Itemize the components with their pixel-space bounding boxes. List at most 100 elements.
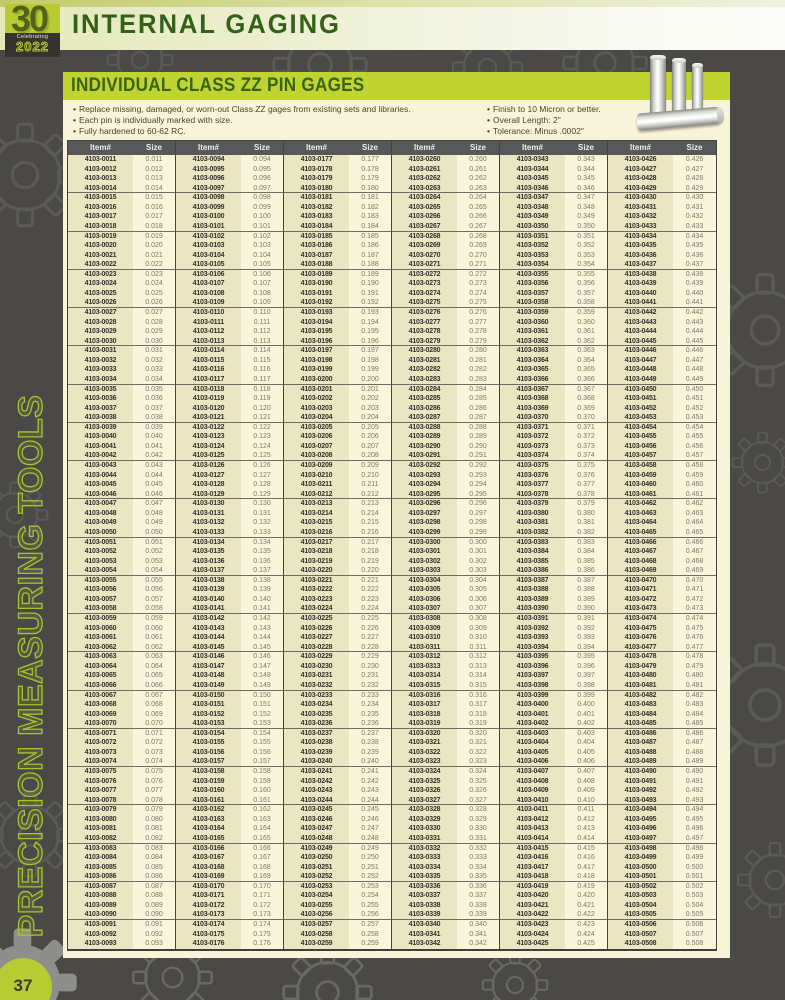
size-cell: 0.405 bbox=[565, 747, 608, 758]
size-cell: 0.107 bbox=[241, 279, 284, 289]
item-cell: 4103-0107 bbox=[176, 279, 241, 289]
item-cell: 4103-0404 bbox=[500, 738, 565, 748]
item-cell: 4103-0496 bbox=[608, 824, 673, 834]
item-cell: 4103-0467 bbox=[608, 547, 673, 557]
size-cell: 0.095 bbox=[241, 164, 284, 175]
size-cell: 0.490 bbox=[673, 767, 716, 777]
size-cell: 0.099 bbox=[241, 202, 284, 213]
size-cell: 0.077 bbox=[133, 786, 176, 796]
size-cell: 0.326 bbox=[457, 786, 500, 796]
item-cell: 4103-0244 bbox=[284, 795, 349, 806]
item-cell: 4103-0452 bbox=[608, 403, 673, 414]
item-cell: 4103-0263 bbox=[392, 183, 457, 194]
size-cell: 0.452 bbox=[673, 403, 716, 414]
section-title: INDIVIDUAL CLASS ZZ PIN GAGES bbox=[71, 75, 365, 96]
size-cell: 0.177 bbox=[349, 155, 392, 165]
size-cell: 0.045 bbox=[133, 480, 176, 490]
size-cell: 0.296 bbox=[457, 499, 500, 509]
item-cell: 4103-0473 bbox=[608, 604, 673, 614]
size-cell: 0.161 bbox=[241, 795, 284, 806]
size-cell: 0.313 bbox=[457, 661, 500, 672]
size-cell: 0.315 bbox=[457, 680, 500, 691]
page-title: INTERNAL GAGING bbox=[72, 9, 341, 39]
item-cell: 4103-0063 bbox=[68, 652, 133, 662]
size-cell: 0.239 bbox=[349, 747, 392, 758]
item-cell: 4103-0145 bbox=[176, 642, 241, 653]
size-cell: 0.335 bbox=[457, 872, 500, 882]
item-cell: 4103-0113 bbox=[176, 336, 241, 347]
item-cell: 4103-0148 bbox=[176, 671, 241, 681]
size-cell: 0.327 bbox=[457, 795, 500, 806]
size-cell: 0.148 bbox=[241, 671, 284, 681]
column-header-size: Size bbox=[241, 141, 284, 155]
size-cell: 0.160 bbox=[241, 786, 284, 796]
size-cell: 0.383 bbox=[565, 537, 608, 548]
item-cell: 4103-0293 bbox=[392, 470, 457, 481]
size-cell: 0.169 bbox=[241, 872, 284, 882]
item-cell: 4103-0228 bbox=[284, 642, 349, 653]
size-cell: 0.372 bbox=[565, 432, 608, 442]
size-cell: 0.097 bbox=[241, 183, 284, 194]
size-cell: 0.062 bbox=[133, 642, 176, 653]
size-cell: 0.026 bbox=[133, 298, 176, 308]
size-cell: 0.181 bbox=[349, 193, 392, 203]
size-cell: 0.218 bbox=[349, 547, 392, 557]
item-cell: 4103-0375 bbox=[500, 461, 565, 471]
item-cell: 4103-0420 bbox=[500, 891, 565, 901]
item-cell: 4103-0023 bbox=[68, 269, 133, 280]
size-cell: 0.493 bbox=[673, 795, 716, 806]
size-cell: 0.354 bbox=[565, 260, 608, 270]
size-cell: 0.063 bbox=[133, 652, 176, 662]
item-cell: 4103-0034 bbox=[68, 374, 133, 385]
item-cell: 4103-0468 bbox=[608, 556, 673, 567]
item-cell: 4103-0433 bbox=[608, 221, 673, 232]
size-cell: 0.113 bbox=[241, 336, 284, 347]
size-cell: 0.294 bbox=[457, 480, 500, 490]
column-header-size: Size bbox=[349, 141, 392, 155]
pin-gage-table: Item# Size Item# Size Item# Size Item# Size Item… bbox=[67, 140, 717, 951]
size-cell: 0.375 bbox=[565, 461, 608, 471]
size-cell: 0.217 bbox=[349, 537, 392, 548]
item-cell: 4103-0259 bbox=[284, 939, 349, 949]
size-cell: 0.444 bbox=[673, 327, 716, 337]
size-cell: 0.361 bbox=[565, 327, 608, 337]
size-cell: 0.188 bbox=[349, 260, 392, 270]
size-cell: 0.255 bbox=[349, 900, 392, 911]
size-cell: 0.434 bbox=[673, 231, 716, 242]
size-cell: 0.484 bbox=[673, 709, 716, 720]
page-number: 37 bbox=[13, 976, 33, 995]
size-cell: 0.263 bbox=[457, 183, 500, 194]
item-cell: 4103-0382 bbox=[500, 527, 565, 538]
item-cell: 4103-0249 bbox=[284, 843, 349, 854]
size-cell: 0.483 bbox=[673, 700, 716, 710]
size-cell: 0.428 bbox=[673, 174, 716, 184]
size-cell: 0.020 bbox=[133, 241, 176, 251]
size-cell: 0.178 bbox=[349, 164, 392, 175]
item-cell: 4103-0089 bbox=[68, 900, 133, 911]
item-cell: 4103-0076 bbox=[68, 776, 133, 787]
size-cell: 0.172 bbox=[241, 900, 284, 911]
item-cell: 4103-0235 bbox=[284, 709, 349, 720]
item-cell: 4103-0415 bbox=[500, 843, 565, 854]
size-cell: 0.238 bbox=[349, 738, 392, 748]
size-cell: 0.446 bbox=[673, 346, 716, 356]
size-cell: 0.382 bbox=[565, 527, 608, 538]
item-cell: 4103-0397 bbox=[500, 671, 565, 681]
item-cell: 4103-0075 bbox=[68, 767, 133, 777]
item-cell: 4103-0414 bbox=[500, 833, 565, 844]
size-cell: 0.500 bbox=[673, 862, 716, 873]
size-cell: 0.231 bbox=[349, 671, 392, 681]
size-cell: 0.068 bbox=[133, 700, 176, 710]
item-cell: 4103-0221 bbox=[284, 575, 349, 586]
item-cell: 4103-0162 bbox=[176, 805, 241, 815]
item-cell: 4103-0448 bbox=[608, 365, 673, 375]
size-cell: 0.241 bbox=[349, 767, 392, 777]
size-cell: 0.499 bbox=[673, 853, 716, 863]
size-cell: 0.396 bbox=[565, 661, 608, 672]
size-cell: 0.293 bbox=[457, 470, 500, 481]
item-cell: 4103-0388 bbox=[500, 585, 565, 595]
size-cell: 0.210 bbox=[349, 470, 392, 481]
size-cell: 0.309 bbox=[457, 623, 500, 634]
size-cell: 0.368 bbox=[565, 394, 608, 404]
size-cell: 0.492 bbox=[673, 786, 716, 796]
